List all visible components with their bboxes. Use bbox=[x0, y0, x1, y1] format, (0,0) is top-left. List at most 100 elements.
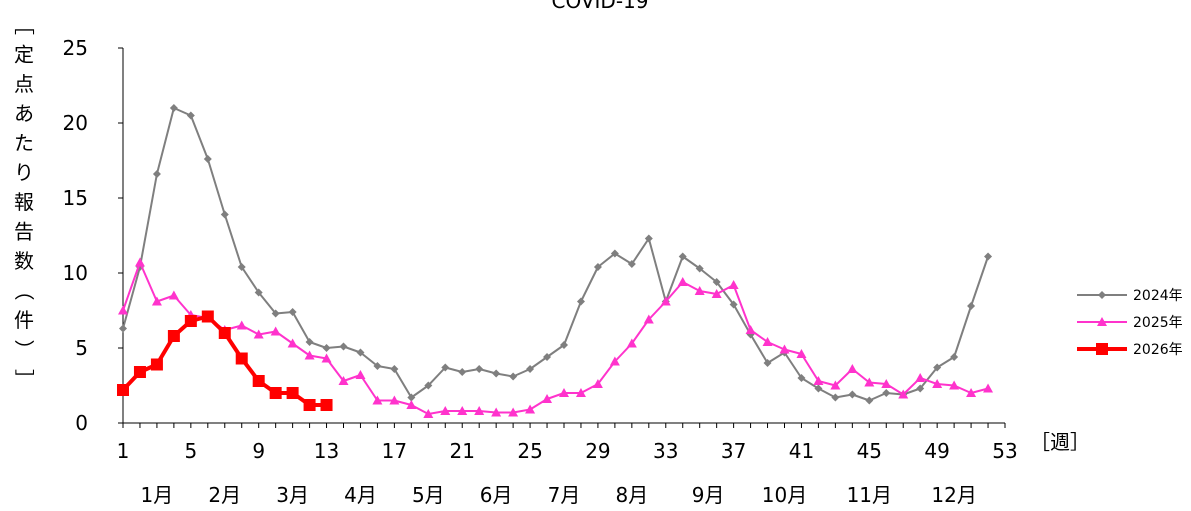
x-tick-label: 1 bbox=[117, 439, 130, 463]
x-tick-label: 37 bbox=[721, 439, 746, 463]
data-point bbox=[390, 365, 399, 373]
data-point bbox=[119, 324, 127, 333]
y-axis-label-char: （ bbox=[12, 281, 36, 301]
data-point bbox=[320, 399, 333, 411]
legend: 2024年 2025年 2026年 bbox=[1077, 288, 1183, 358]
y-tick-label: 0 bbox=[75, 411, 88, 435]
data-point bbox=[491, 407, 502, 417]
data-point bbox=[526, 365, 535, 373]
legend-label: 2026年 bbox=[1133, 342, 1183, 358]
series-line bbox=[122, 107, 989, 402]
y-axis-label-char: 数 bbox=[14, 249, 34, 273]
data-point bbox=[950, 353, 959, 361]
y-axis-label-char: 点 bbox=[14, 72, 34, 96]
data-point bbox=[882, 389, 891, 397]
data-point bbox=[237, 263, 246, 271]
data-point bbox=[898, 389, 909, 399]
data-point bbox=[201, 310, 214, 323]
data-point bbox=[745, 325, 756, 334]
month-label: 1月 bbox=[141, 483, 174, 507]
data-point bbox=[338, 376, 349, 385]
data-point bbox=[218, 327, 231, 339]
month-label: 4月 bbox=[344, 483, 377, 507]
data-point bbox=[169, 104, 178, 112]
data-point bbox=[303, 399, 316, 411]
data-point bbox=[440, 406, 451, 415]
data-point bbox=[458, 368, 467, 376]
x-tick-label: 49 bbox=[924, 439, 949, 463]
data-point bbox=[286, 387, 299, 399]
data-point bbox=[848, 390, 857, 399]
data-point bbox=[543, 353, 552, 361]
data-point bbox=[339, 342, 348, 351]
legend-label: 2025年 bbox=[1133, 315, 1183, 331]
x-tick-label: 41 bbox=[789, 439, 814, 463]
data-point bbox=[711, 289, 722, 298]
y-tick-label: 25 bbox=[63, 36, 88, 60]
series-2025年 bbox=[118, 257, 994, 418]
data-point bbox=[372, 395, 383, 405]
data-point bbox=[525, 404, 536, 414]
data-point bbox=[269, 387, 282, 399]
data-point bbox=[118, 305, 128, 315]
data-point bbox=[865, 396, 874, 405]
data-point bbox=[797, 374, 806, 382]
data-point bbox=[322, 344, 331, 352]
data-point bbox=[984, 252, 993, 261]
data-point bbox=[356, 348, 365, 357]
data-point bbox=[474, 406, 485, 415]
data-point bbox=[203, 155, 212, 163]
data-point bbox=[321, 353, 332, 363]
data-point bbox=[252, 375, 265, 387]
data-point bbox=[678, 252, 687, 261]
data-point bbox=[576, 297, 585, 306]
month-label: 8月 bbox=[615, 483, 648, 507]
data-point bbox=[916, 384, 925, 393]
data-point bbox=[847, 364, 858, 373]
data-point bbox=[1096, 343, 1108, 355]
x-axis-label: ［週］ bbox=[1030, 430, 1090, 454]
y-axis-label-char: 定 bbox=[14, 43, 34, 67]
data-point bbox=[814, 384, 823, 393]
data-point bbox=[592, 379, 603, 388]
x-tick-label: 17 bbox=[382, 439, 407, 463]
data-point bbox=[763, 359, 772, 367]
data-point bbox=[610, 249, 619, 258]
y-axis-label-char: り bbox=[14, 161, 34, 185]
y-axis-label-char: ］ bbox=[12, 369, 36, 389]
data-point bbox=[796, 349, 807, 358]
data-point bbox=[492, 369, 501, 378]
chart-title: COVID-19 bbox=[551, 0, 648, 13]
data-point bbox=[475, 365, 484, 373]
data-point bbox=[152, 170, 161, 178]
y-axis-label-char: 報 bbox=[14, 190, 34, 214]
data-point bbox=[560, 341, 568, 349]
data-point bbox=[983, 383, 994, 393]
y-tick-label: 20 bbox=[63, 111, 88, 135]
data-point bbox=[949, 380, 960, 390]
y-tick-label: 5 bbox=[75, 336, 88, 360]
month-label: 12月 bbox=[931, 483, 976, 507]
month-label: 5月 bbox=[412, 483, 445, 507]
y-axis-label-char: ） bbox=[12, 340, 36, 360]
month-label: 6月 bbox=[480, 483, 513, 507]
data-point bbox=[271, 309, 280, 318]
data-point bbox=[270, 326, 281, 336]
data-point bbox=[864, 377, 875, 387]
data-point bbox=[117, 384, 129, 396]
data-point bbox=[881, 379, 892, 388]
data-point bbox=[287, 338, 298, 348]
data-point bbox=[626, 338, 637, 348]
data-point bbox=[660, 296, 671, 306]
data-point bbox=[235, 352, 248, 365]
data-point bbox=[441, 363, 450, 372]
data-point bbox=[933, 363, 942, 372]
data-point bbox=[305, 338, 314, 346]
series-2024年 bbox=[119, 104, 993, 405]
data-point bbox=[167, 330, 180, 342]
x-tick-label: 13 bbox=[314, 439, 339, 463]
data-point bbox=[1097, 317, 1107, 326]
data-point bbox=[779, 344, 790, 354]
data-point bbox=[559, 388, 569, 397]
data-point bbox=[304, 350, 315, 360]
